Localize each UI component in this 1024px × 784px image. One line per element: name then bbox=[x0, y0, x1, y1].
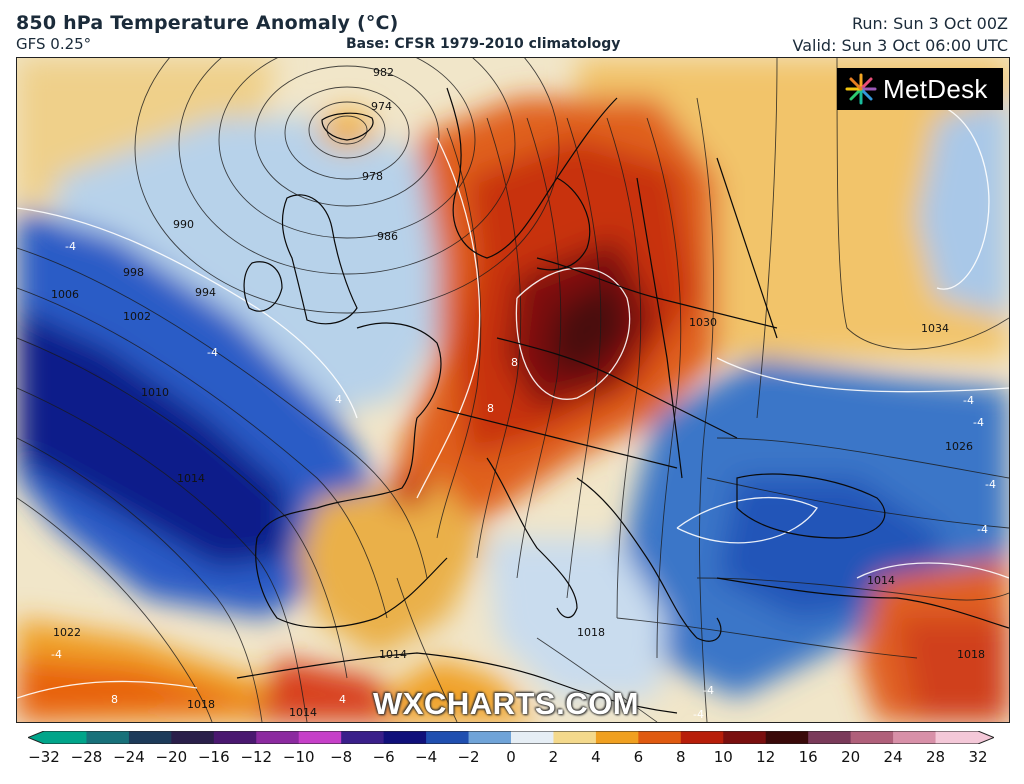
isobar-label: 1018 bbox=[957, 648, 985, 661]
isobar-label: 986 bbox=[377, 230, 398, 243]
color-scale-segment bbox=[935, 731, 979, 744]
chart-title: 850 hPa Temperature Anomaly (°C) bbox=[16, 12, 399, 34]
isobar-label: 1002 bbox=[123, 310, 151, 323]
anomaly-label: 8 bbox=[511, 356, 518, 369]
color-scale-tick-label: 24 bbox=[883, 748, 903, 766]
color-scale-tick-label: 2 bbox=[548, 748, 559, 766]
color-scale-segment bbox=[553, 731, 597, 744]
color-scale-segment bbox=[256, 731, 300, 744]
color-scale-segment bbox=[680, 731, 724, 744]
run-label: Run: Sun 3 Oct 00Z bbox=[851, 14, 1008, 33]
isobar-label: 1030 bbox=[689, 316, 717, 329]
color-scale-tick-label: 10 bbox=[713, 748, 733, 766]
anomaly-label: -4 bbox=[973, 416, 984, 429]
color-scale-ticks: −32 −28 −24 −20 −16 −12 −10 −8 −6 −4 −2 0 2 4 6 8 10 12 16… bbox=[28, 748, 994, 770]
color-scale-segment bbox=[723, 731, 767, 744]
color-scale-tick-label: 6 bbox=[633, 748, 644, 766]
color-scale-segment bbox=[426, 731, 470, 744]
anomaly-label: 4 bbox=[339, 693, 346, 706]
anomaly-label: 4 bbox=[335, 393, 342, 406]
color-scale-tick-label: −24 bbox=[113, 748, 145, 766]
anomaly-map: 982 974 978 986 990 994 998 1002 1006 10… bbox=[16, 57, 1010, 723]
color-scale-segment bbox=[850, 731, 894, 744]
anomaly-label: -4 bbox=[963, 394, 974, 407]
color-scale-tick-label: −28 bbox=[70, 748, 103, 766]
color-scale-tick-label: 0 bbox=[506, 748, 516, 766]
color-scale-tick-label: 8 bbox=[676, 748, 686, 766]
color-scale-segment bbox=[383, 731, 427, 744]
anomaly-label: -4 bbox=[703, 684, 714, 697]
color-scale-tick-label: −12 bbox=[240, 748, 273, 766]
isobar-label: 1014 bbox=[289, 706, 317, 719]
isobar-label: 1014 bbox=[379, 648, 407, 661]
metdesk-logo-text: MetDesk bbox=[883, 73, 988, 104]
color-scale-bar bbox=[28, 731, 994, 744]
anomaly-label: -4 bbox=[693, 708, 704, 721]
isobar-label: 1034 bbox=[921, 322, 949, 335]
isobar-label: 994 bbox=[195, 286, 216, 299]
color-scale-tick-label: 4 bbox=[591, 748, 601, 766]
isobar-label: 982 bbox=[373, 66, 394, 79]
color-scale-right-arrow bbox=[978, 731, 994, 744]
color-scale-tick-label: −32 bbox=[28, 748, 60, 766]
model-label: GFS 0.25° bbox=[16, 35, 92, 53]
anomaly-label: -4 bbox=[207, 346, 218, 359]
color-scale-tick-label: 32 bbox=[968, 748, 988, 766]
color-scale-segment bbox=[298, 731, 342, 744]
color-scale-tick-label: −8 bbox=[330, 748, 353, 766]
isobar-label: 1026 bbox=[945, 440, 973, 453]
map-canvas: 982 974 978 986 990 994 998 1002 1006 10… bbox=[17, 58, 1009, 722]
color-scale-segment bbox=[213, 731, 257, 744]
isobar-label: 998 bbox=[123, 266, 144, 279]
isobar-label: 1018 bbox=[187, 698, 215, 711]
color-scale-segment bbox=[171, 731, 215, 744]
anomaly-label: -4 bbox=[977, 523, 988, 536]
wxcharts-watermark: WXCHARTS.COM bbox=[373, 686, 640, 721]
color-scale-segment bbox=[595, 731, 639, 744]
anomaly-label: -4 bbox=[51, 648, 62, 661]
anomaly-label: 8 bbox=[487, 402, 494, 415]
color-scale-segment bbox=[44, 731, 88, 744]
color-scale-segment bbox=[86, 731, 130, 744]
color-scale-tick-label: −10 bbox=[282, 748, 315, 766]
color-scale-tick-label: 12 bbox=[756, 748, 776, 766]
isobar-label: 990 bbox=[173, 218, 194, 231]
isobar-label: 1014 bbox=[867, 574, 895, 587]
metdesk-logo[interactable]: MetDesk bbox=[837, 68, 1003, 110]
color-scale-segment bbox=[765, 731, 809, 744]
anomaly-label: -4 bbox=[65, 240, 76, 253]
color-scale-tick-label: −2 bbox=[457, 748, 480, 766]
color-scale-tick-label: 28 bbox=[925, 748, 946, 766]
isobar-label: 1022 bbox=[53, 626, 81, 639]
color-scale-segment bbox=[893, 731, 937, 744]
color-scale-left-arrow bbox=[28, 731, 44, 744]
isobar-label: 1014 bbox=[177, 472, 205, 485]
color-scale-tick-label: −20 bbox=[155, 748, 188, 766]
isobar-label: 1018 bbox=[577, 626, 605, 639]
color-scale-segment bbox=[128, 731, 172, 744]
anomaly-label: -4 bbox=[985, 478, 996, 491]
valid-time-label: Valid: Sun 3 Oct 06:00 UTC bbox=[792, 36, 1008, 55]
color-scale-segment bbox=[341, 731, 385, 744]
color-scale-segment bbox=[638, 731, 682, 744]
color-scale-tick-label: 16 bbox=[798, 748, 818, 766]
isobar-label: 978 bbox=[362, 170, 383, 183]
color-scale-tick-label: 20 bbox=[841, 748, 861, 766]
climatology-base-label: Base: CFSR 1979-2010 climatology bbox=[346, 36, 621, 52]
anomaly-label: 8 bbox=[111, 693, 118, 706]
color-scale-tick-label: −16 bbox=[197, 748, 230, 766]
color-scale-tick-label: −4 bbox=[415, 748, 438, 766]
color-scale-segment bbox=[468, 731, 512, 744]
color-scale-segment bbox=[511, 731, 555, 744]
isobar-label: 974 bbox=[371, 100, 392, 113]
color-scale-tick-label: −6 bbox=[372, 748, 395, 766]
isobar-label: 1006 bbox=[51, 288, 79, 301]
color-scale-segment bbox=[808, 731, 852, 744]
isobar-label: 1010 bbox=[141, 386, 169, 399]
metdesk-logo-icon bbox=[845, 73, 877, 105]
